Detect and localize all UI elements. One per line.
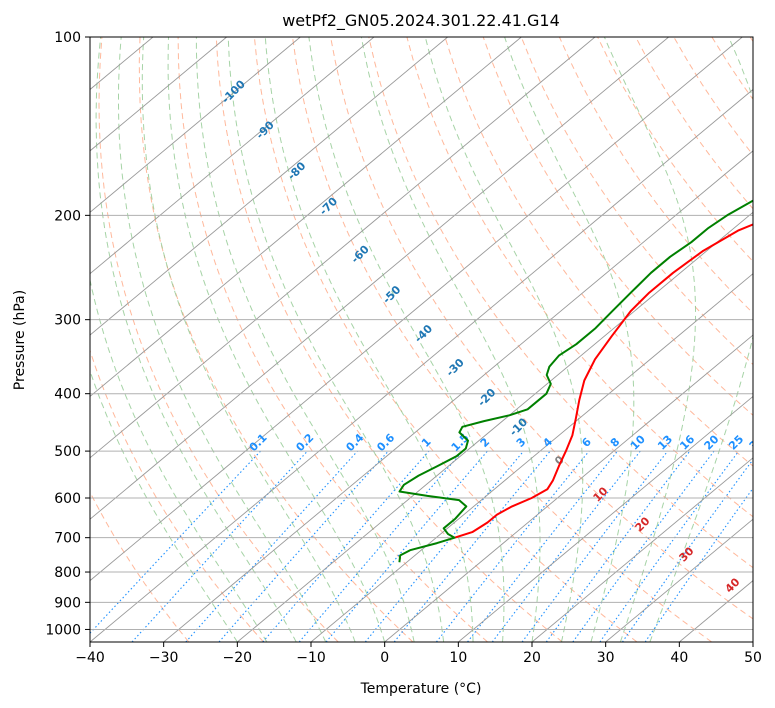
- isotherm-line: [605, 518, 753, 642]
- x-tick-label: 30: [597, 650, 615, 666]
- x-tick-label: −40: [75, 650, 105, 666]
- y-tick-label: 200: [54, 208, 81, 224]
- dry-adiabats: [90, 37, 753, 642]
- dry-adiabat-line: [444, 37, 753, 467]
- moist-adiabat-line: [167, 37, 386, 642]
- x-tick-label: −30: [149, 650, 179, 666]
- dry-adiabat-line: [368, 37, 753, 569]
- mixing-ratio-line: [621, 458, 753, 642]
- mixing-ratio-line: [185, 450, 358, 642]
- x-axis: −40 −30 −20 −10 0 10 20 30 40 50: [75, 642, 762, 666]
- mixing-ratio-line: [599, 450, 740, 642]
- isotherm-line: [90, 37, 448, 336]
- isotherm-line: [310, 273, 753, 642]
- isotherm-line: [90, 88, 753, 642]
- moist-adiabat-line: [424, 37, 584, 642]
- x-tick-label: 0: [380, 650, 389, 666]
- mixing-ratio-line: [393, 450, 551, 642]
- x-tick-label: 10: [449, 650, 467, 666]
- isotherm-line: [384, 334, 753, 642]
- y-tick-label: 500: [54, 444, 81, 460]
- y-tick-label: 800: [54, 565, 81, 581]
- x-tick-label: 40: [670, 650, 688, 666]
- isotherm-line: [237, 211, 753, 642]
- y-tick-label: 700: [54, 531, 81, 547]
- y-tick-label: 100: [54, 30, 81, 46]
- y-axis: 100 200 300 400 500 600 700 800 900 1000: [45, 30, 90, 638]
- mixing-ratio-line: [364, 450, 525, 642]
- y-tick-label: 300: [54, 313, 81, 329]
- x-tick-label: 50: [744, 650, 762, 666]
- dewpoint-profile-line: [398, 199, 753, 563]
- mixing-ratio-line: [325, 450, 488, 642]
- dry-adiabat-line: [482, 37, 753, 416]
- x-tick-label: 20: [523, 650, 541, 666]
- moist-adiabats: [90, 37, 753, 642]
- y-tick-label: 400: [54, 387, 81, 403]
- isotherm-line: [90, 37, 669, 520]
- plot-area: -100-90-80-70-60-50-40-30-20-100.1 0.2 0.4…: [90, 37, 767, 642]
- mixing-ratio-line: [90, 450, 262, 634]
- isotherm-line: [90, 37, 743, 582]
- y-tick-label: 600: [54, 491, 81, 507]
- x-tick-label: −10: [296, 650, 326, 666]
- plot-frame: [89, 36, 754, 643]
- isotherms: [90, 37, 753, 642]
- dry-adiabat-line: [330, 37, 753, 620]
- mixing-ratio-line: [435, 450, 590, 642]
- moist-adiabat-line: [504, 37, 635, 642]
- mixing-ratio-line: [644, 487, 753, 642]
- moist-adiabat-line: [360, 37, 541, 642]
- isotherm-line: [458, 395, 753, 642]
- pressure-gridlines: [90, 37, 753, 630]
- moist-adiabat-line: [264, 37, 474, 642]
- mixing-ratio-line: [218, 450, 389, 642]
- dry-adiabat-line: [558, 37, 753, 314]
- dry-adiabat-line: [520, 37, 753, 366]
- y-tick-label: 1000: [45, 622, 81, 638]
- moist-adiabat-line: [227, 37, 445, 642]
- temperature-profile-line: [454, 223, 753, 539]
- dry-adiabat-line: [98, 37, 339, 642]
- x-tick-label: −20: [223, 650, 253, 666]
- moist-adiabat-line: [603, 37, 696, 642]
- isotherm-line: [90, 37, 522, 398]
- isotherm-line: [531, 457, 753, 642]
- moist-adiabat-line: [118, 37, 327, 642]
- mixing-ratio-lines: [90, 450, 753, 642]
- moist-adiabat-line: [308, 37, 505, 642]
- profiles: [398, 199, 753, 563]
- moist-adiabat-line: [95, 37, 297, 642]
- isotherm-line: [90, 37, 596, 459]
- y-axis-label: Pressure (hPa): [12, 290, 28, 390]
- mixing-ratio-line: [545, 450, 691, 642]
- dry-adiabat-line: [253, 37, 638, 642]
- moist-adiabat-line: [195, 37, 415, 642]
- y-tick-label: 900: [54, 595, 81, 611]
- isotherm-line: [163, 150, 753, 642]
- moist-adiabat-line: [90, 369, 238, 642]
- chart-title: wetPf2_GN05.2024.301.22.41.G14: [282, 11, 560, 31]
- isotherm-line: [90, 37, 301, 213]
- mixing-ratio-line: [521, 450, 669, 642]
- mixing-ratio-line: [572, 450, 715, 642]
- moist-adiabat-line: [649, 37, 753, 642]
- mixing-ratio-label: 30: [747, 432, 767, 452]
- dry-adiabat-line: [406, 37, 753, 518]
- x-axis-label: Temperature (°C): [360, 681, 482, 697]
- dry-adiabat-line: [177, 37, 488, 642]
- isotherm-line: [90, 37, 375, 275]
- dry-adiabat-line: [90, 348, 264, 642]
- isotherm-line: [90, 37, 227, 152]
- dry-adiabat-line: [90, 491, 190, 642]
